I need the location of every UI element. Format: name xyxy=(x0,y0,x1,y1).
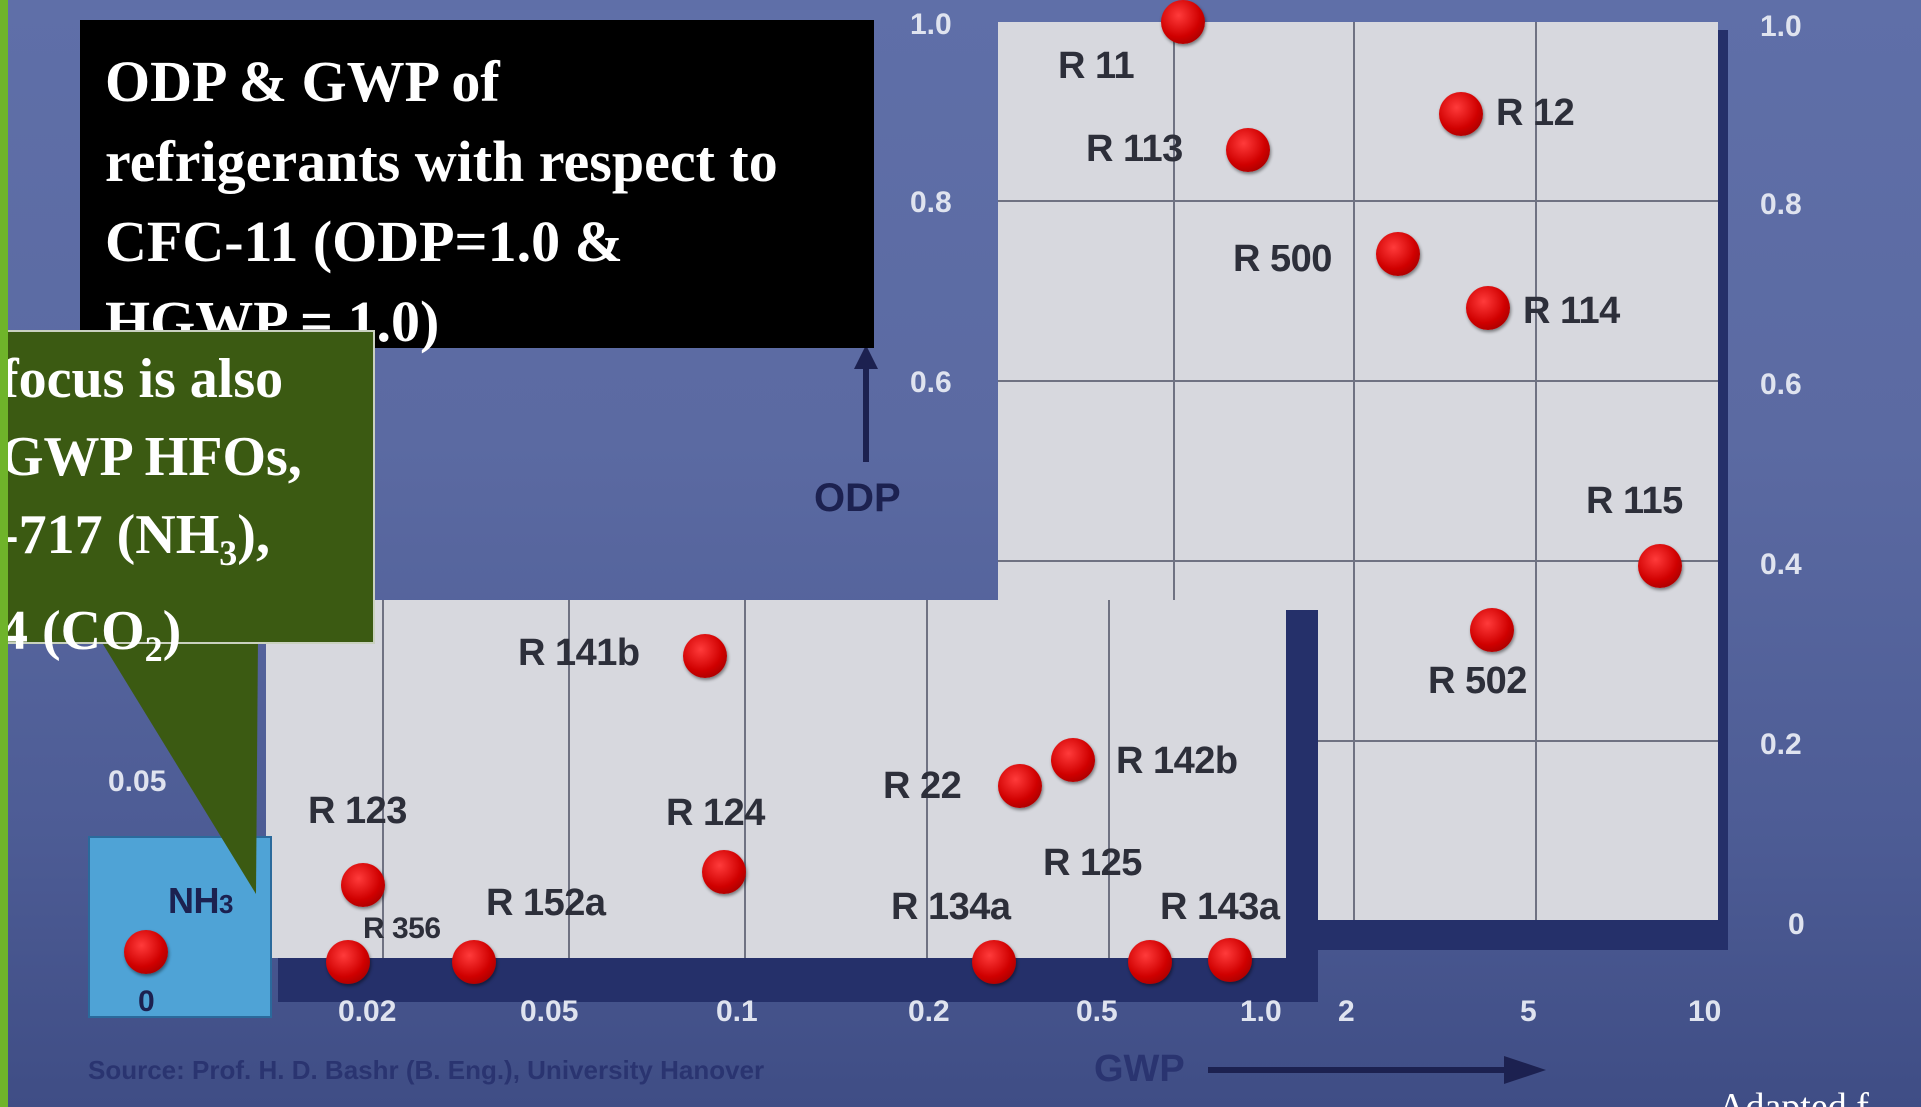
point-label-r142b: R 142b xyxy=(1116,740,1238,782)
x-tick: 10 xyxy=(1688,995,1722,1028)
upper-grid-line xyxy=(998,200,1718,202)
point-r134a xyxy=(972,940,1016,984)
y-tick-right: 0.6 xyxy=(1760,368,1802,401)
point-r113 xyxy=(1226,128,1270,172)
point-label-r11: R 11 xyxy=(1058,45,1135,87)
point-r124 xyxy=(702,850,746,894)
y-tick-left: 1.0 xyxy=(910,8,952,41)
point-r22 xyxy=(998,764,1042,808)
point-r143a xyxy=(1208,938,1252,982)
callout-text: focus is also GWP HFOs, -717 (NH3), 4 (C… xyxy=(8,340,380,688)
point-r356 xyxy=(326,940,370,984)
point-label-r114: R 114 xyxy=(1523,290,1620,332)
x-tick: 5 xyxy=(1520,995,1537,1028)
slide-frame: NH3 1.0 0.8 0.6 0.05 1.0 0.8 0.6 0.4 0.2… xyxy=(8,0,1921,1107)
x-tick: 0.2 xyxy=(908,995,950,1028)
x-tick: 0.1 xyxy=(716,995,758,1028)
x-tick: 0.02 xyxy=(338,995,397,1028)
upper-grid-line xyxy=(998,560,1718,562)
callout-line: focus is also xyxy=(8,348,284,410)
point-label-r143a: R 143a xyxy=(1160,886,1280,928)
point-r11 xyxy=(1161,0,1205,44)
title-line: refrigerants with respect to xyxy=(105,129,778,194)
callout-co2-sub: 2 xyxy=(144,629,163,670)
y-tick-left: 0.8 xyxy=(910,186,952,219)
point-label-r113: R 113 xyxy=(1086,128,1183,170)
x-tick: 0.5 xyxy=(1076,995,1118,1028)
point-r502 xyxy=(1470,608,1514,652)
upper-grid-line xyxy=(1535,22,1537,920)
lower-grid-line xyxy=(382,600,384,958)
point-label-r123: R 123 xyxy=(308,790,407,832)
upper-grid-line xyxy=(1173,22,1175,920)
lower-grid-line xyxy=(1108,600,1110,958)
point-nh3 xyxy=(124,930,168,974)
adapted-credit: Adapted f xyxy=(1718,1086,1869,1107)
y-tick-right: 1.0 xyxy=(1760,10,1802,43)
x-axis-label: GWP xyxy=(1094,1048,1185,1090)
callout-line: -717 (NH3), xyxy=(8,496,380,592)
point-r152a xyxy=(452,940,496,984)
callout-line: 4 (CO2) xyxy=(8,592,380,688)
callout-line: GWP HFOs, xyxy=(8,426,302,488)
point-label-r115: R 115 xyxy=(1586,480,1683,522)
y-tick-inset: 0.05 xyxy=(108,765,167,798)
point-r141b xyxy=(683,634,727,678)
point-label-r12: R 12 xyxy=(1496,92,1575,134)
title-line: ODP & GWP of xyxy=(105,49,500,114)
lower-grid-line xyxy=(926,600,928,958)
point-r114 xyxy=(1466,286,1510,330)
y-tick-right: 0.2 xyxy=(1760,728,1802,761)
point-label-r141b: R 141b xyxy=(518,632,640,674)
callout-box: focus is also GWP HFOs, -717 (NH3), 4 (C… xyxy=(8,330,375,669)
point-label-r134a: R 134a xyxy=(891,886,1011,928)
callout-nh3-end: ), xyxy=(237,504,270,566)
lower-grid-line xyxy=(744,600,746,958)
y-axis-label: ODP xyxy=(814,476,901,520)
callout-pointer xyxy=(98,636,258,894)
lower-plot-panel xyxy=(266,600,1286,958)
point-label-r125: R 125 xyxy=(1043,842,1142,884)
page-title: ODP & GWP of refrigerants with respect t… xyxy=(105,42,865,362)
point-r123 xyxy=(341,863,385,907)
x-tick: 2 xyxy=(1338,995,1355,1028)
point-r115 xyxy=(1638,544,1682,588)
callout-nh3-sub: 3 xyxy=(219,533,238,574)
y-tick-right: 0.4 xyxy=(1760,548,1802,581)
y-tick-left: 0.6 xyxy=(910,366,952,399)
upper-grid-line xyxy=(998,380,1718,382)
upper-grid-line xyxy=(998,740,1718,742)
point-label-r152a: R 152a xyxy=(486,882,606,924)
y-tick-right: 0 xyxy=(1788,908,1805,941)
point-r500 xyxy=(1376,232,1420,276)
point-label-r124: R 124 xyxy=(666,792,765,834)
point-r125 xyxy=(1128,940,1172,984)
point-r142b xyxy=(1051,738,1095,782)
y-tick-right: 0.8 xyxy=(1760,188,1802,221)
point-label-r502: R 502 xyxy=(1428,660,1527,702)
point-r12 xyxy=(1439,92,1483,136)
point-label-r356: R 356 xyxy=(363,912,441,945)
point-label-r22: R 22 xyxy=(883,765,962,807)
odp-axis-arrow xyxy=(854,345,878,462)
title-box: ODP & GWP of refrigerants with respect t… xyxy=(80,20,874,354)
title-line: CFC-11 (ODP=1.0 & xyxy=(105,209,623,274)
nh3-label: NH3 xyxy=(168,880,233,921)
callout-co2-end: ) xyxy=(162,600,182,663)
gwp-axis-arrow xyxy=(1208,1056,1546,1084)
x-tick: 1.0 xyxy=(1240,995,1282,1028)
callout-co2: 4 (CO xyxy=(8,600,145,663)
upper-grid-line xyxy=(1353,22,1355,920)
callout-nh3: -717 (NH xyxy=(8,504,220,566)
lower-grid-line xyxy=(568,600,570,958)
x-tick: 0.05 xyxy=(520,995,579,1028)
source-credit: Source: Prof. H. D. Bashr (B. Eng.), Uni… xyxy=(88,1055,765,1085)
x-tick: 0 xyxy=(138,985,155,1018)
point-label-r500: R 500 xyxy=(1233,238,1332,280)
